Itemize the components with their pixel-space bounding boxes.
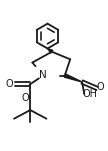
Text: O: O (6, 79, 14, 89)
Text: O: O (97, 82, 104, 92)
Text: N: N (39, 71, 47, 80)
Text: O: O (22, 93, 29, 103)
Polygon shape (48, 48, 53, 53)
Text: OH: OH (83, 89, 98, 99)
Polygon shape (64, 74, 82, 82)
